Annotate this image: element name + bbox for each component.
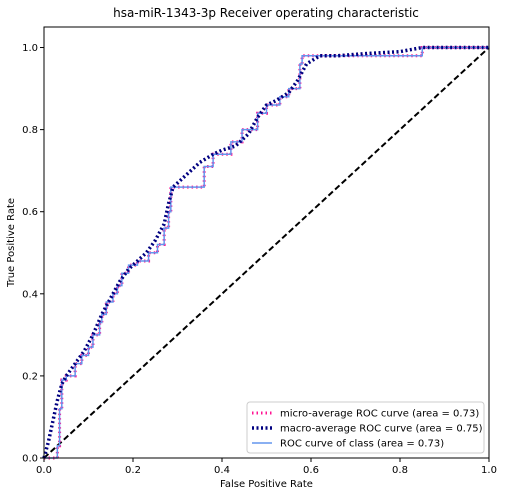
x-tick-label: 1.0 — [481, 465, 497, 476]
y-axis-label: True Positive Rate — [6, 198, 17, 288]
chance-roc-line — [43, 46, 490, 459]
micro-average-legend-label: micro-average ROC curve (area = 0.73) — [280, 409, 479, 420]
class-legend-label: ROC curve of class (area = 0.73) — [280, 439, 444, 450]
y-tick-label: 0.0 — [22, 454, 38, 465]
x-tick-label: 0.2 — [125, 465, 141, 476]
x-axis: 0.0 0.2 0.4 0.6 0.8 1.0 — [36, 458, 497, 476]
plot-background — [44, 27, 489, 458]
chart-title: hsa-miR-1343-3p Receiver operating chara… — [113, 6, 419, 20]
x-tick-label: 0.4 — [214, 465, 230, 476]
x-tick-label: 0.6 — [303, 465, 319, 476]
legend-box — [246, 401, 485, 454]
y-tick-label: 1.0 — [22, 43, 38, 54]
legend-items: micro-average ROC curve (area = 0.73) mac… — [252, 409, 483, 450]
x-tick-label: 0.0 — [36, 465, 52, 476]
y-tick-label: 0.6 — [22, 207, 38, 218]
x-tick-label: 0.8 — [392, 465, 408, 476]
plot-frame — [43, 26, 490, 459]
macro-average-legend-label: macro-average ROC curve (area = 0.75) — [280, 424, 483, 435]
class-roc-line — [44, 46, 489, 459]
y-tick-label: 0.4 — [22, 289, 38, 300]
y-axis: 0.0 0.2 0.4 0.6 0.8 1.0 — [22, 43, 44, 465]
legend: micro-average ROC curve (area = 0.73) mac… — [246, 401, 485, 454]
y-tick-label: 0.2 — [22, 371, 38, 382]
series-layer — [42, 45, 490, 460]
plot-area — [42, 26, 490, 460]
x-axis-label: False Positive Rate — [220, 479, 313, 490]
y-tick-label: 0.8 — [22, 125, 38, 136]
